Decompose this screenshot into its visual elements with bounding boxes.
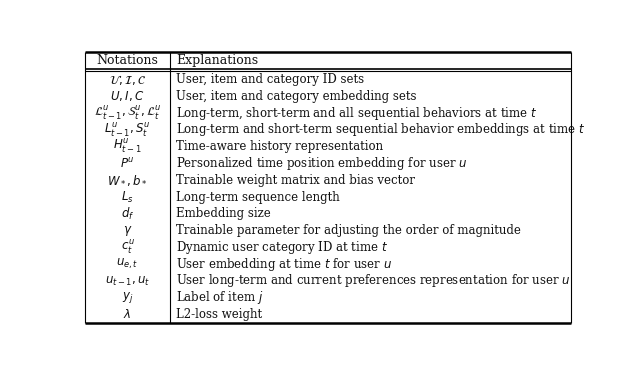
Text: User, item and category embedding sets: User, item and category embedding sets xyxy=(176,90,417,103)
Text: User, item and category ID sets: User, item and category ID sets xyxy=(176,73,364,86)
Text: Dynamic user category ID at time $t$: Dynamic user category ID at time $t$ xyxy=(176,239,388,256)
Text: $P^u$: $P^u$ xyxy=(120,157,135,171)
Text: Long-term sequence length: Long-term sequence length xyxy=(176,191,340,203)
Text: $\gamma$: $\gamma$ xyxy=(123,224,132,238)
Text: $u_{e,t}$: $u_{e,t}$ xyxy=(116,257,139,272)
Text: Label of item $j$: Label of item $j$ xyxy=(176,289,264,306)
Text: $H^u_{t-1}$: $H^u_{t-1}$ xyxy=(113,138,142,156)
Text: Explanations: Explanations xyxy=(176,54,258,67)
Text: $\mathcal{U}, \mathcal{I}, \mathcal{C}$: $\mathcal{U}, \mathcal{I}, \mathcal{C}$ xyxy=(109,72,146,87)
Text: $L_s$: $L_s$ xyxy=(121,190,134,205)
Text: $c^u_t$: $c^u_t$ xyxy=(120,239,134,256)
Text: Notations: Notations xyxy=(97,54,159,67)
Text: $u_{t-1}, u_t$: $u_{t-1}, u_t$ xyxy=(105,274,150,288)
Text: $L^u_{t-1}, S^u_t$: $L^u_{t-1}, S^u_t$ xyxy=(104,121,151,139)
Text: $d_f$: $d_f$ xyxy=(121,206,134,222)
Text: $\mathcal{L}^u_{t-1}, \mathcal{S}^u_t, \mathcal{L}^u_t$: $\mathcal{L}^u_{t-1}, \mathcal{S}^u_t, \… xyxy=(93,104,161,122)
Text: User embedding at time $t$ for user $u$: User embedding at time $t$ for user $u$ xyxy=(176,256,392,273)
Text: Trainable parameter for adjusting the order of magnitude: Trainable parameter for adjusting the or… xyxy=(176,224,521,237)
Text: $\lambda$: $\lambda$ xyxy=(124,308,132,321)
Text: Embedding size: Embedding size xyxy=(176,208,271,220)
Text: $U, I, C$: $U, I, C$ xyxy=(110,89,145,104)
Text: Personalized time position embedding for user $u$: Personalized time position embedding for… xyxy=(176,155,467,172)
Text: $y_j$: $y_j$ xyxy=(122,290,133,305)
Text: Time-aware history representation: Time-aware history representation xyxy=(176,140,383,153)
Text: Long-term and short-term sequential behavior embeddings at time $t$: Long-term and short-term sequential beha… xyxy=(176,122,586,138)
Text: Trainable weight matrix and bias vector: Trainable weight matrix and bias vector xyxy=(176,174,415,187)
Text: $W_*, b_*$: $W_*, b_*$ xyxy=(108,173,148,187)
Text: User long-term and current preferences representation for user $u$: User long-term and current preferences r… xyxy=(176,272,571,290)
Text: Long-term, short-term and all sequential behaviors at time $t$: Long-term, short-term and all sequential… xyxy=(176,105,537,122)
Text: L2-loss weight: L2-loss weight xyxy=(176,308,262,321)
